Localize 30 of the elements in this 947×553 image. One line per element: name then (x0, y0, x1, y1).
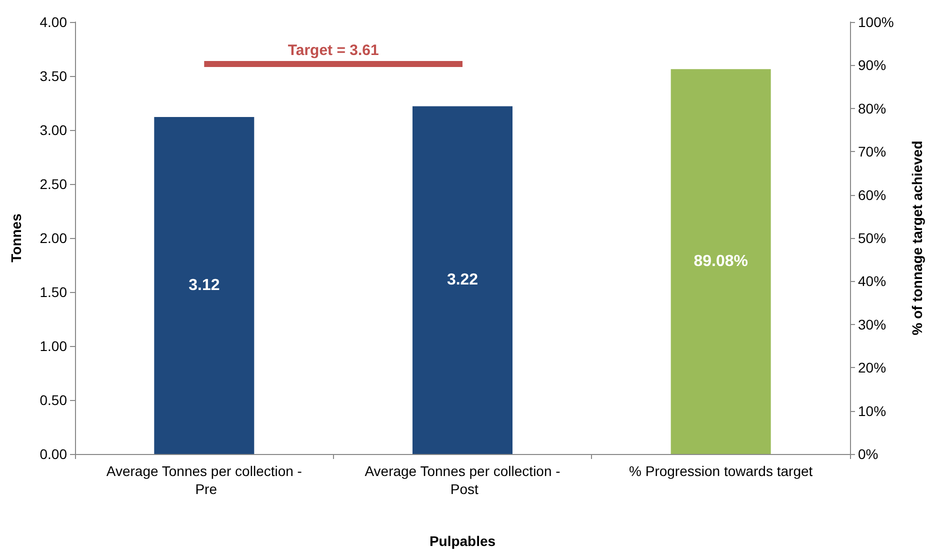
y-tick-label: 4.00 (40, 14, 68, 30)
y2-tick-label: 90% (858, 57, 886, 74)
x-tick-label: Average Tonnes per collection - Pre (106, 463, 302, 497)
y-axis-title: Tonnes (8, 213, 24, 262)
y2-tick-label: 0% (858, 446, 878, 462)
y2-tick-label: 80% (858, 100, 886, 116)
x-tick-label: % Progression towards target (629, 463, 813, 479)
y2-tick-label: 60% (858, 186, 886, 203)
y-tick-label: 0.50 (40, 392, 68, 408)
y2-tick-label: 40% (858, 273, 886, 290)
y-tick-label: 2.50 (40, 176, 68, 192)
ref-line-label: Target = 3.61 (288, 42, 379, 60)
y-tick-label: 3.00 (40, 122, 68, 138)
x-axis-title: Pulpables (429, 533, 496, 549)
y2-tick-label: 100% (858, 14, 894, 30)
y2-tick-label: 10% (858, 402, 886, 419)
y2-tick-label: 50% (858, 230, 886, 246)
x-tick-label: Average Tonnes per collection - Post (364, 463, 561, 497)
y-tick-label: 1.50 (40, 284, 68, 300)
y-tick-label: 1.00 (40, 338, 68, 354)
y-tick-label: 0.00 (40, 446, 68, 462)
y2-tick-label: 70% (858, 144, 886, 160)
data-label: 3.12 (188, 277, 220, 294)
y-tick-label: 2.00 (40, 230, 68, 246)
data-label: 89.08% (694, 253, 748, 270)
y2-axis-title: % of tonnage target achieved (909, 140, 925, 336)
y-tick-label: 3.50 (40, 68, 68, 84)
data-label: 3.22 (446, 272, 478, 289)
y2-tick-label: 20% (858, 360, 886, 376)
y2-tick-label: 30% (858, 316, 886, 332)
